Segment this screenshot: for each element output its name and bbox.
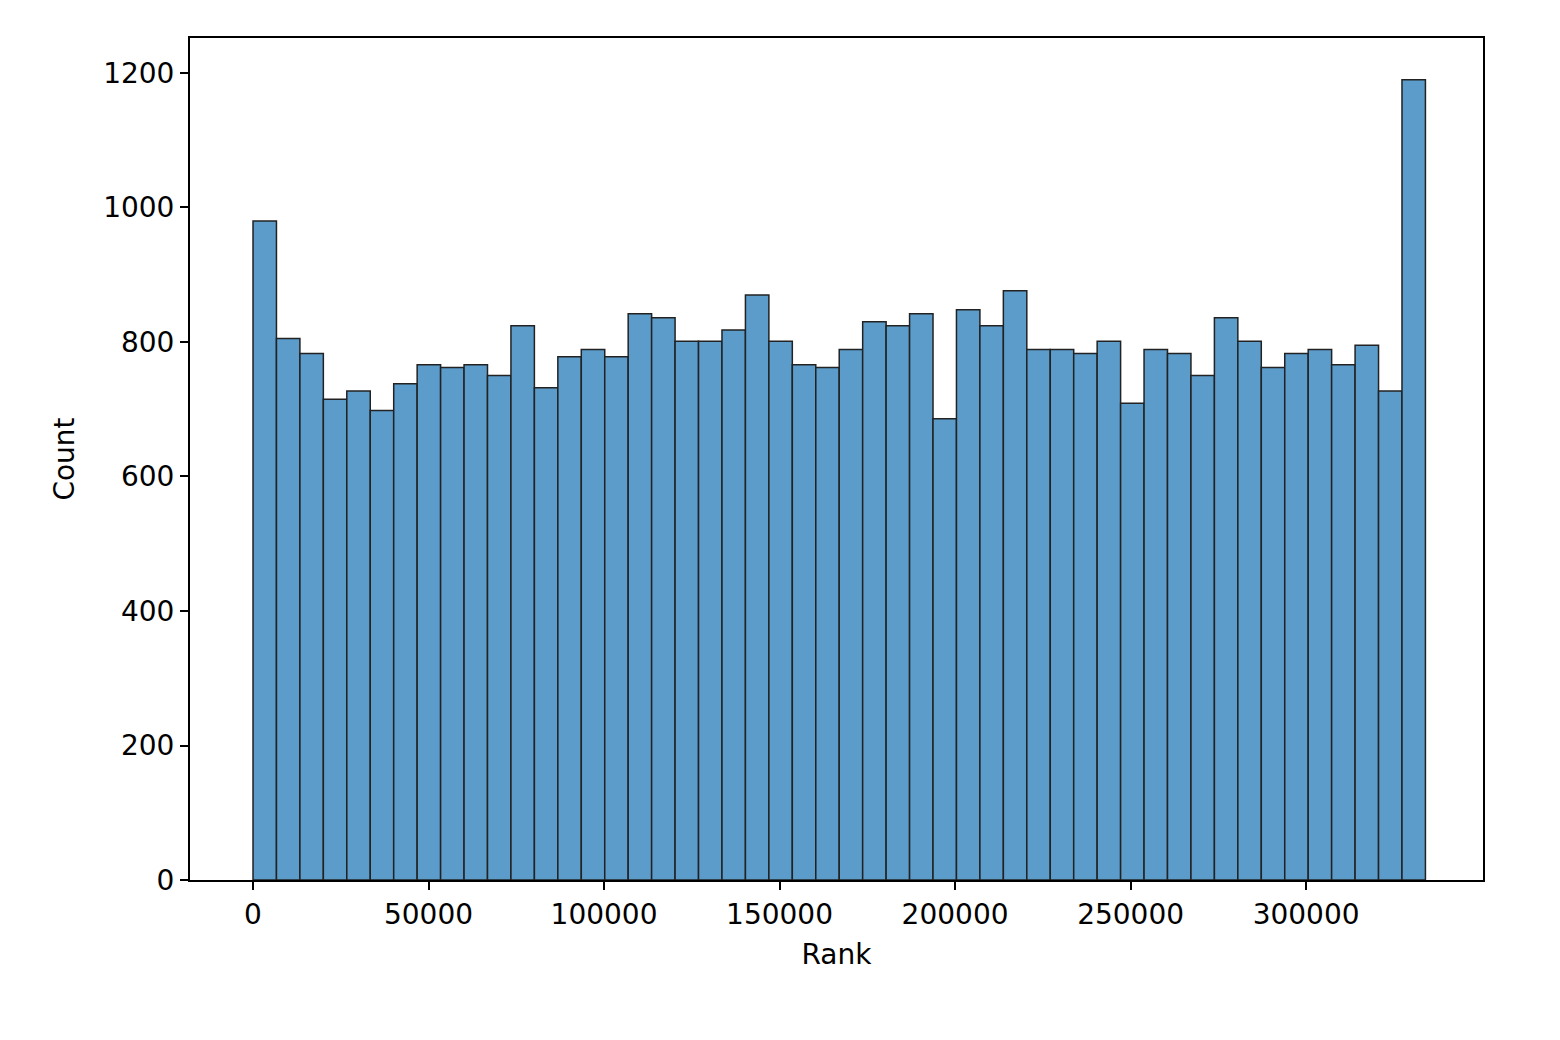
svg-text:150000: 150000 bbox=[726, 898, 833, 931]
svg-text:800: 800 bbox=[121, 326, 174, 359]
svg-text:100000: 100000 bbox=[551, 898, 658, 931]
svg-text:50000: 50000 bbox=[384, 898, 473, 931]
svg-text:200: 200 bbox=[121, 729, 174, 762]
svg-text:0: 0 bbox=[244, 898, 262, 931]
svg-text:0: 0 bbox=[157, 864, 175, 897]
svg-text:250000: 250000 bbox=[1077, 898, 1184, 931]
svg-text:Count: Count bbox=[48, 417, 81, 500]
svg-text:1200: 1200 bbox=[103, 57, 174, 90]
svg-text:Rank: Rank bbox=[802, 938, 873, 971]
svg-text:600: 600 bbox=[121, 460, 174, 493]
svg-text:300000: 300000 bbox=[1253, 898, 1360, 931]
svg-text:400: 400 bbox=[121, 595, 174, 628]
svg-text:1000: 1000 bbox=[103, 191, 174, 224]
svg-text:200000: 200000 bbox=[902, 898, 1009, 931]
